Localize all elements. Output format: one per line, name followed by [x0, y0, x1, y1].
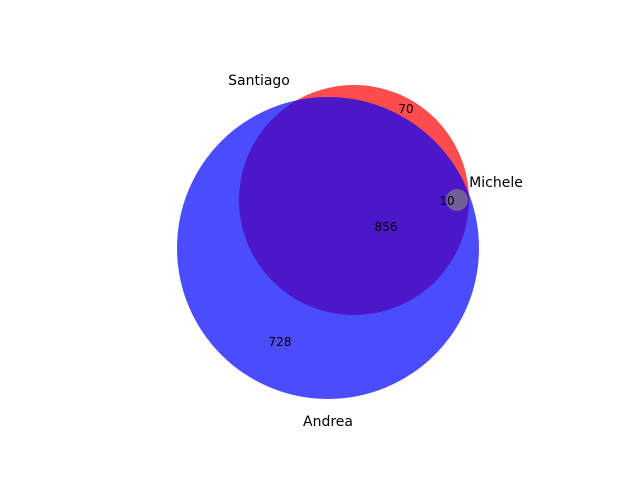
region-label-all-three: 10	[439, 194, 454, 208]
region-label-andrea-only: 728	[269, 335, 292, 349]
region-label-santiago-andrea: 856	[375, 220, 398, 234]
set-circle-andrea	[177, 97, 479, 399]
region-label-santiago-only: 70	[398, 102, 413, 116]
set-label-michele: Michele	[469, 175, 523, 191]
set-label-santiago: Santiago	[228, 73, 290, 89]
set-circle-michele	[446, 189, 468, 211]
set-label-andrea: Andrea	[303, 414, 353, 430]
